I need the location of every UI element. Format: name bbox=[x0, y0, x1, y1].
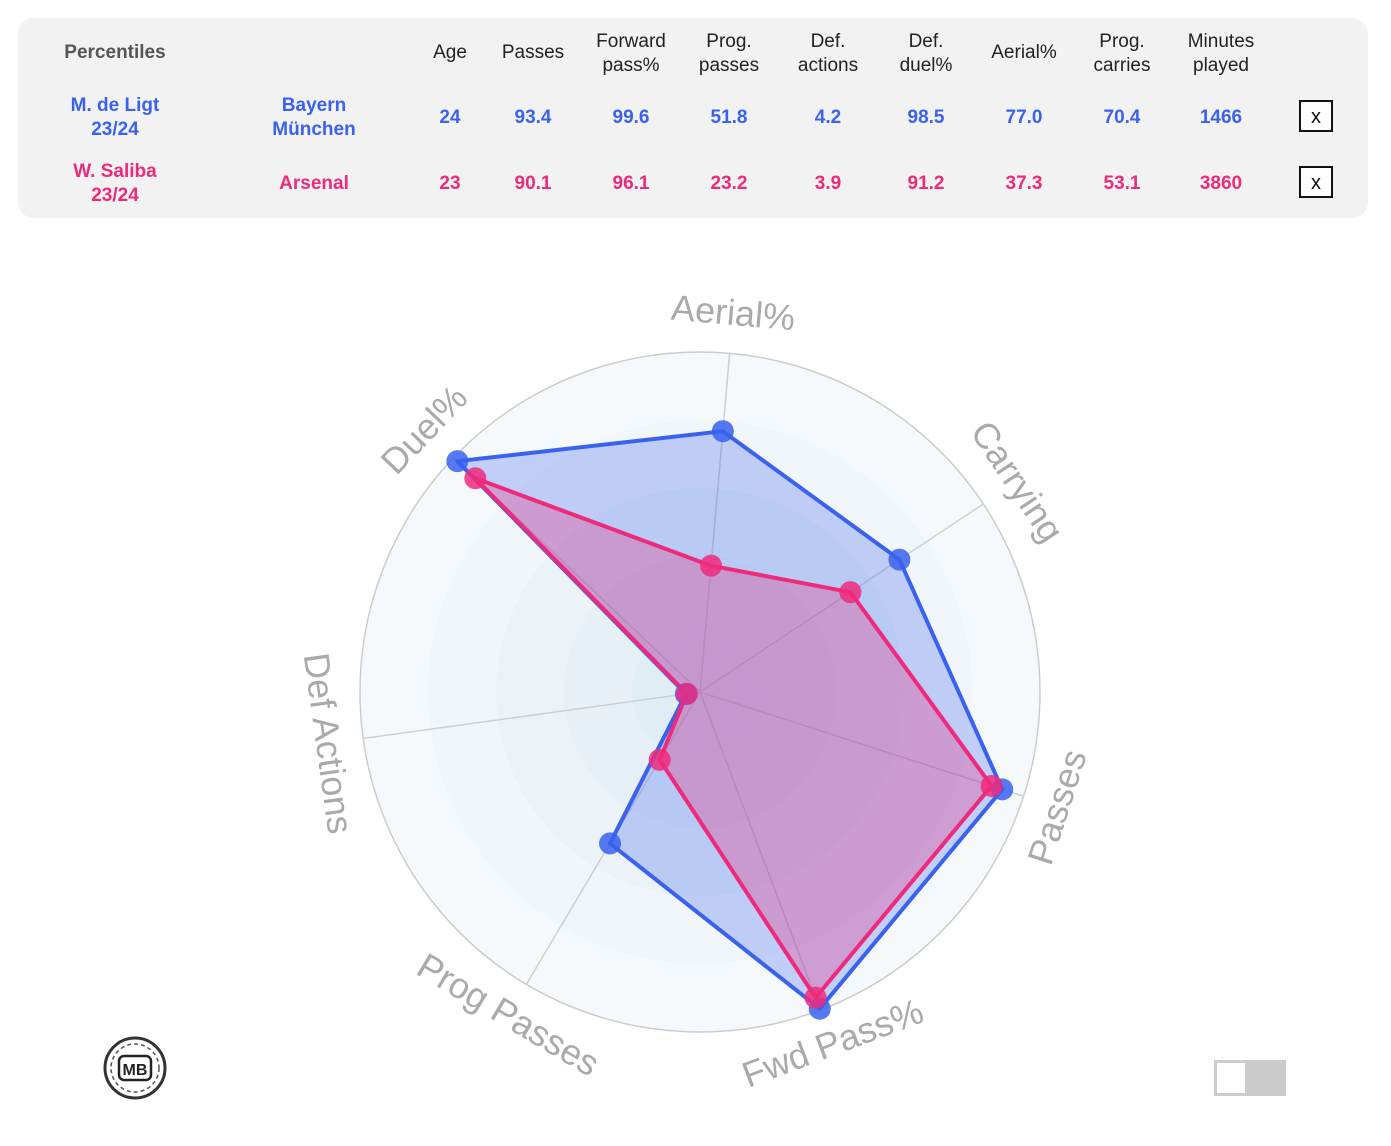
stat-value: 3.9 bbox=[814, 173, 842, 194]
comparison-table: Percentiles Age Passes Forward pass% Prog. p… bbox=[18, 18, 1368, 218]
stat-value: 4.2 bbox=[814, 107, 842, 128]
data-point bbox=[700, 554, 723, 577]
player-name: W. Saliba 23/24 bbox=[73, 161, 157, 206]
stat-value: 3860 bbox=[1199, 173, 1243, 194]
column-header-8: Prog. carries bbox=[1093, 31, 1151, 76]
stat-value: 53.1 bbox=[1103, 173, 1141, 194]
column-header-5: Def. actions bbox=[797, 31, 859, 76]
data-point bbox=[839, 581, 862, 604]
stat-value: 1466 bbox=[1199, 107, 1243, 128]
data-point bbox=[599, 832, 622, 855]
toggle-knob[interactable] bbox=[1217, 1063, 1245, 1093]
team-name: Arsenal bbox=[279, 173, 349, 194]
stat-value: 96.1 bbox=[612, 173, 650, 194]
remove-player-button[interactable]: x bbox=[1299, 166, 1333, 198]
stat-value: 51.8 bbox=[710, 107, 748, 128]
stat-value: 98.5 bbox=[907, 107, 945, 128]
team-name: Bayern München bbox=[272, 95, 356, 140]
column-header-2: Passes bbox=[501, 42, 565, 63]
radar-spoke bbox=[699, 353, 731, 693]
data-point bbox=[464, 467, 487, 490]
column-header-4: Prog. passes bbox=[698, 31, 760, 76]
stat-value: 93.4 bbox=[514, 107, 552, 128]
stat-value: 99.6 bbox=[612, 107, 650, 128]
radar-spoke bbox=[363, 691, 701, 740]
stat-value: 23.2 bbox=[710, 173, 748, 194]
stat-value: 77.0 bbox=[1005, 107, 1043, 128]
column-header-9: Minutes played bbox=[1187, 31, 1255, 76]
stat-value: 91.2 bbox=[907, 173, 945, 194]
data-point bbox=[648, 748, 671, 771]
stat-value: 24 bbox=[439, 107, 461, 128]
data-point bbox=[804, 986, 827, 1009]
table-title: Percentiles bbox=[64, 42, 166, 63]
column-header-1: Age bbox=[433, 42, 467, 63]
data-point bbox=[888, 548, 911, 571]
remove-player-button[interactable]: x bbox=[1299, 100, 1333, 132]
mb-logo: MB bbox=[103, 1036, 167, 1100]
column-header-3: Forward pass% bbox=[596, 31, 666, 76]
stat-value: 70.4 bbox=[1103, 107, 1141, 128]
stat-value: 23 bbox=[439, 173, 461, 194]
data-point bbox=[446, 450, 469, 473]
radar-spoke bbox=[699, 691, 821, 1011]
series-area-2 bbox=[473, 476, 994, 1000]
stat-value: 37.3 bbox=[1005, 173, 1043, 194]
axis-label-6: Def Actions bbox=[296, 650, 362, 836]
data-point bbox=[980, 774, 1003, 797]
axis-label-1: Aerial% bbox=[670, 287, 797, 339]
player-name: M. de Ligt 23/24 bbox=[70, 95, 160, 140]
data-point bbox=[711, 420, 734, 443]
svg-text:MB: MB bbox=[123, 1062, 148, 1079]
radar-spoke bbox=[699, 691, 1024, 797]
column-header-7: Aerial% bbox=[991, 42, 1057, 63]
column-header-6: Def. duel% bbox=[899, 31, 953, 76]
data-point bbox=[675, 682, 698, 705]
theme-toggle[interactable] bbox=[1214, 1060, 1286, 1096]
stat-value: 90.1 bbox=[514, 173, 552, 194]
